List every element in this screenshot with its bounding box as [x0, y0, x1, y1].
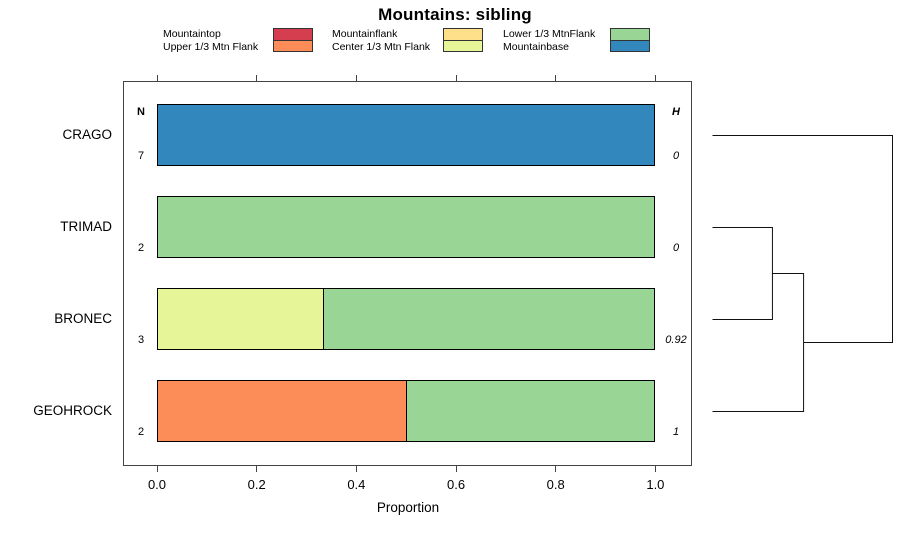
legend-label: Center 1/3 Mtn Flank	[332, 40, 431, 53]
x-tick-top	[555, 75, 557, 81]
h-header: H	[672, 106, 680, 118]
bar-segment	[406, 381, 655, 441]
x-tick-bottom	[355, 466, 357, 472]
bar-row	[157, 196, 656, 258]
dendrogram-link	[712, 227, 773, 320]
legend-label: Lower 1/3 MtnFlank	[503, 28, 596, 40]
h-value: 0.92	[665, 334, 687, 346]
legend-swatch	[273, 39, 313, 52]
n-value: 3	[137, 334, 145, 346]
x-tick-top	[654, 75, 656, 81]
bar-segment	[158, 381, 407, 441]
n-value: 7	[137, 150, 145, 162]
n-value: 2	[137, 242, 145, 254]
category-label: BRONEC	[54, 311, 112, 326]
x-axis-label: Proportion	[376, 500, 440, 515]
category-label: CRAGO	[62, 127, 112, 142]
h-value: 0	[672, 150, 680, 162]
bar-row	[157, 380, 656, 442]
bar-segment	[323, 289, 655, 349]
x-tick-top	[156, 75, 158, 81]
legend: Mountaintop Upper 1/3 Mtn Flank Mountainfl…	[0, 0, 900, 60]
n-value: 2	[137, 426, 145, 438]
h-value: 1	[672, 426, 680, 438]
legend-swatch	[610, 39, 650, 52]
x-tick-bottom	[555, 466, 557, 472]
dendrogram-link	[712, 273, 805, 412]
x-tick-label: 0.4	[347, 477, 366, 492]
category-label: GEOHROCK	[33, 403, 112, 418]
bar-segment	[158, 197, 655, 257]
x-tick-bottom	[654, 466, 656, 472]
plot-box	[123, 81, 692, 466]
legend-label: Mountainbase	[503, 40, 569, 53]
h-value: 0	[672, 242, 680, 254]
x-tick-top	[355, 75, 357, 81]
n-header: N	[137, 106, 145, 118]
x-tick-label: 0.0	[147, 477, 167, 492]
x-tick-label: 0.2	[247, 477, 266, 492]
x-tick-bottom	[455, 466, 457, 472]
x-tick-label: 0.8	[546, 477, 565, 492]
x-tick-bottom	[256, 466, 258, 472]
chart-title: Mountains: sibling	[378, 5, 532, 24]
x-tick-label: 1.0	[646, 477, 665, 492]
bar-segment	[158, 105, 655, 165]
legend-label: Mountainflank	[332, 28, 398, 40]
bar-row	[157, 104, 656, 166]
legend-swatch	[443, 39, 483, 52]
x-tick-top	[455, 75, 457, 81]
category-label: TRIMAD	[60, 219, 112, 234]
x-tick-bottom	[156, 466, 158, 472]
x-tick-top	[256, 75, 258, 81]
bar-row	[157, 288, 656, 350]
legend-label: Upper 1/3 Mtn Flank	[163, 40, 259, 53]
dendrogram-link	[712, 135, 893, 343]
x-tick-label: 0.6	[446, 477, 466, 492]
legend-label: Mountaintop	[163, 28, 221, 40]
bar-segment	[158, 289, 324, 349]
